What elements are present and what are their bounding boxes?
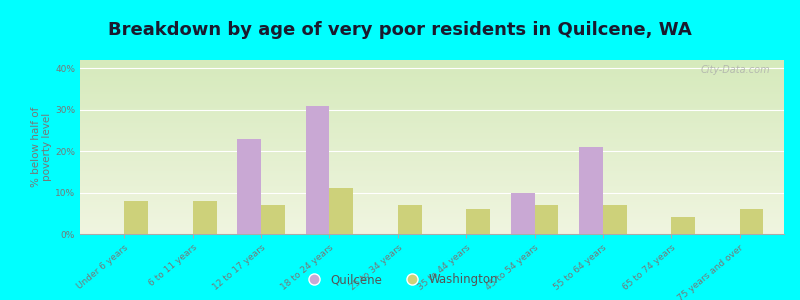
Bar bbox=[306, 106, 330, 234]
Bar bbox=[398, 205, 422, 234]
Bar bbox=[534, 205, 558, 234]
Text: Breakdown by age of very poor residents in Quilcene, WA: Breakdown by age of very poor residents … bbox=[108, 21, 692, 39]
Bar bbox=[193, 201, 217, 234]
Bar bbox=[330, 188, 354, 234]
Bar bbox=[603, 205, 626, 234]
Bar bbox=[466, 209, 490, 234]
Bar bbox=[261, 205, 285, 234]
Bar bbox=[238, 139, 261, 234]
Y-axis label: % below half of
poverty level: % below half of poverty level bbox=[30, 107, 52, 187]
Bar bbox=[579, 147, 603, 234]
Legend: Quilcene, Washington: Quilcene, Washington bbox=[298, 269, 502, 291]
Bar bbox=[510, 193, 534, 234]
Bar bbox=[739, 209, 763, 234]
Bar bbox=[125, 201, 148, 234]
Text: City-Data.com: City-Data.com bbox=[700, 65, 770, 75]
Bar bbox=[671, 218, 695, 234]
